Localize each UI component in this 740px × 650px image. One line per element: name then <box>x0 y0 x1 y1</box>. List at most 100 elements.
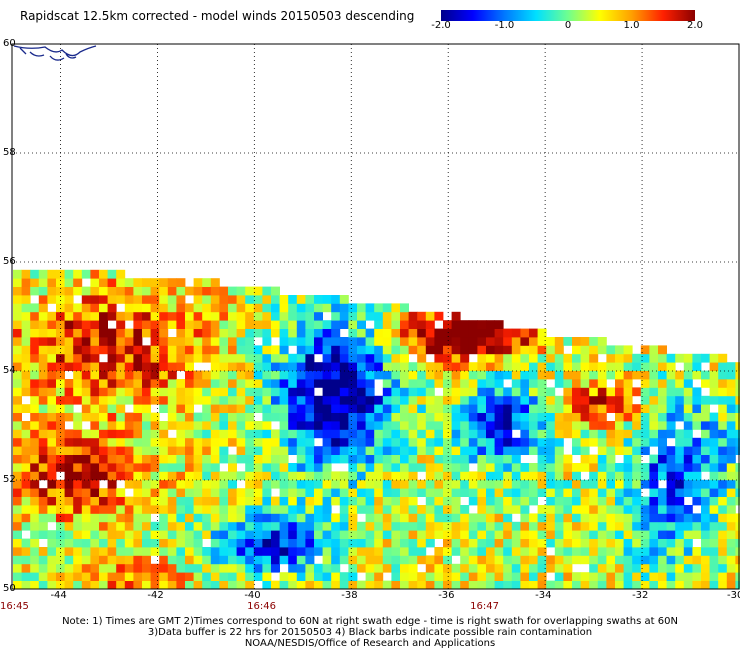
wind-cell <box>649 463 659 472</box>
wind-cell <box>460 555 470 565</box>
wind-cell <box>13 547 22 556</box>
wind-cell <box>262 463 272 472</box>
wind-cell <box>520 353 530 363</box>
wind-cell <box>348 446 358 455</box>
wind-cell <box>56 538 65 548</box>
wind-cell <box>382 437 392 447</box>
wind-cell <box>675 395 685 405</box>
wind-cell <box>30 471 40 481</box>
wind-cell <box>99 555 108 565</box>
wind-cell <box>417 580 427 590</box>
wind-cell <box>546 395 556 405</box>
wind-cell <box>425 555 435 565</box>
wind-cell <box>563 538 573 548</box>
wind-cell <box>90 311 100 321</box>
wind-cell <box>348 538 358 548</box>
wind-cell <box>47 496 57 506</box>
wind-cell <box>124 412 134 422</box>
wind-cell <box>666 538 676 548</box>
wind-cell <box>331 471 341 481</box>
wind-cell <box>726 488 736 497</box>
wind-cell <box>640 387 650 397</box>
wind-cell <box>589 395 599 405</box>
wind-cell <box>408 429 418 439</box>
wind-cell <box>245 303 255 313</box>
wind-cell <box>245 479 255 489</box>
wind-cell <box>56 278 65 287</box>
wind-cell <box>597 547 607 556</box>
wind-cell <box>451 362 461 371</box>
wind-cell <box>90 538 100 548</box>
wind-cell <box>554 479 564 489</box>
wind-cell <box>271 463 280 472</box>
wind-cell <box>589 437 599 447</box>
wind-cell <box>142 530 151 539</box>
wind-cell <box>21 269 31 279</box>
wind-cell <box>365 547 375 556</box>
wind-cell <box>400 513 409 523</box>
wind-cell <box>417 328 427 338</box>
wind-cell <box>64 404 74 413</box>
wind-cell <box>494 429 504 439</box>
wind-cell <box>632 505 642 514</box>
wind-cell <box>30 572 40 581</box>
wind-cell <box>529 521 538 531</box>
wind-cell <box>296 471 306 481</box>
wind-cell <box>339 404 349 413</box>
wind-cell <box>640 538 650 548</box>
wind-cell <box>331 488 341 497</box>
wind-cell <box>563 580 573 590</box>
wind-cell <box>451 479 461 489</box>
wind-cell <box>253 563 263 573</box>
wind-cell <box>64 454 74 464</box>
wind-cell <box>90 580 100 590</box>
wind-cell <box>658 496 667 506</box>
wind-cell <box>73 471 83 481</box>
wind-cell <box>30 278 40 287</box>
wind-cell <box>675 488 685 497</box>
wind-cell <box>692 496 702 506</box>
wind-cell <box>159 345 169 355</box>
wind-cell <box>142 521 151 531</box>
wind-cell <box>176 505 186 514</box>
wind-cell <box>99 295 108 304</box>
wind-cell <box>460 488 470 497</box>
wind-cell <box>417 488 427 497</box>
wind-cell <box>159 286 169 296</box>
wind-cell <box>408 421 418 430</box>
wind-cell <box>374 479 384 489</box>
longitude-label: -44 <box>50 590 67 601</box>
wind-cell <box>150 479 160 489</box>
wind-cell <box>537 437 547 447</box>
wind-cell <box>348 505 358 514</box>
wind-cell <box>107 353 117 363</box>
wind-cell <box>623 429 633 439</box>
wind-cell <box>38 530 48 539</box>
wind-cell <box>417 446 427 455</box>
wind-cell <box>271 345 280 355</box>
wind-cell <box>365 412 375 422</box>
wind-cell <box>56 547 65 556</box>
wind-cell <box>451 580 461 590</box>
wind-cell <box>185 337 194 346</box>
wind-cell <box>81 303 91 313</box>
wind-cell <box>271 454 280 464</box>
wind-cell <box>451 572 461 581</box>
wind-cell <box>245 488 255 497</box>
wind-cell <box>142 505 151 514</box>
wind-cell <box>735 572 740 581</box>
wind-cell <box>296 563 306 573</box>
wind-cell <box>150 463 160 472</box>
wind-cell <box>391 353 401 363</box>
wind-cell <box>56 505 65 514</box>
wind-cell <box>675 429 685 439</box>
wind-cell <box>692 437 702 447</box>
wind-cell <box>47 353 57 363</box>
wind-cell <box>30 463 40 472</box>
wind-cell <box>107 488 117 497</box>
wind-cell <box>322 412 332 422</box>
wind-cell <box>124 337 134 346</box>
wind-cell <box>13 479 22 489</box>
wind-cell <box>692 530 702 539</box>
wind-cell <box>503 345 513 355</box>
